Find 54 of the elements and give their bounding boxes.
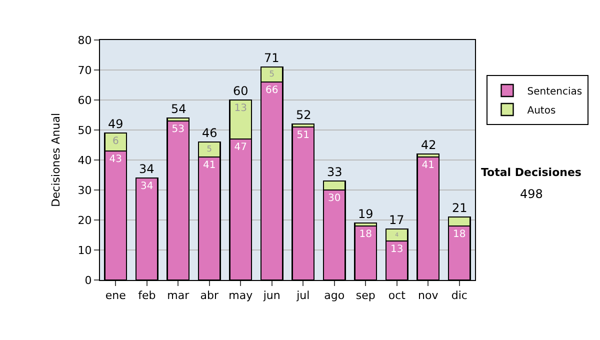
y-tick-label: 40 xyxy=(78,154,92,167)
text: Total Decisiones xyxy=(481,166,582,179)
y-tick-label: 70 xyxy=(78,64,92,77)
y-tick-label: 0 xyxy=(84,274,92,287)
total-label: 33 xyxy=(327,165,342,179)
x-tick-label: ene xyxy=(105,289,126,302)
data-label: 47 xyxy=(234,142,247,153)
total-label: 71 xyxy=(264,51,280,65)
total-label: 42 xyxy=(421,138,436,152)
data-label: 30 xyxy=(328,193,341,204)
total-label: 60 xyxy=(233,84,248,98)
total-label: 34 xyxy=(139,162,154,176)
data-label: 53 xyxy=(172,124,184,135)
x-tick-label: abr xyxy=(200,289,219,302)
x-tick-label: ago xyxy=(324,289,345,302)
x-tick-label: jul xyxy=(296,289,310,302)
total-label: 49 xyxy=(108,117,124,131)
x-tick-label: may xyxy=(228,289,254,302)
y-tick-label: 60 xyxy=(78,94,92,107)
total-label: 54 xyxy=(171,102,186,116)
data-label: 41 xyxy=(422,160,434,171)
x-tick-label: jun xyxy=(262,289,280,302)
y-tick-label: 80 xyxy=(78,34,92,47)
data-label: 13 xyxy=(390,244,404,255)
data-label: 6 xyxy=(112,136,119,147)
x-tick-label: feb xyxy=(138,289,156,302)
data-label: 5 xyxy=(206,144,212,154)
data-label: 34 xyxy=(140,181,154,192)
y-tick-label: 30 xyxy=(78,184,92,197)
total-label: 19 xyxy=(358,207,374,221)
data-label: 51 xyxy=(296,130,310,141)
y-tick-label: 10 xyxy=(78,244,92,257)
data-label: 43 xyxy=(109,154,122,165)
data-label: 41 xyxy=(203,160,216,171)
data-label: 18 xyxy=(453,229,466,240)
data-label: 18 xyxy=(359,229,372,240)
x-tick-label: dic xyxy=(451,289,468,302)
x-tick-label: nov xyxy=(418,289,439,302)
data-label: 66 xyxy=(266,85,278,96)
total-label: 17 xyxy=(389,213,404,227)
text: 498 xyxy=(520,187,543,201)
legend-label: Autos xyxy=(527,105,556,116)
y-tick-label: 50 xyxy=(78,124,92,137)
x-tick-label: oct xyxy=(388,289,406,302)
y-tick-label: 20 xyxy=(78,214,92,227)
x-tick-label: sep xyxy=(356,289,376,302)
total-label: 21 xyxy=(452,201,468,215)
total-label: 52 xyxy=(296,108,312,122)
total-label: 46 xyxy=(202,126,218,140)
y-axis-title: Decisiones Anual xyxy=(49,112,62,208)
data-label: 5 xyxy=(269,68,274,79)
legend-label: Sentencias xyxy=(527,86,582,98)
x-tick-label: mar xyxy=(167,289,190,302)
data-label: 13 xyxy=(234,103,247,114)
